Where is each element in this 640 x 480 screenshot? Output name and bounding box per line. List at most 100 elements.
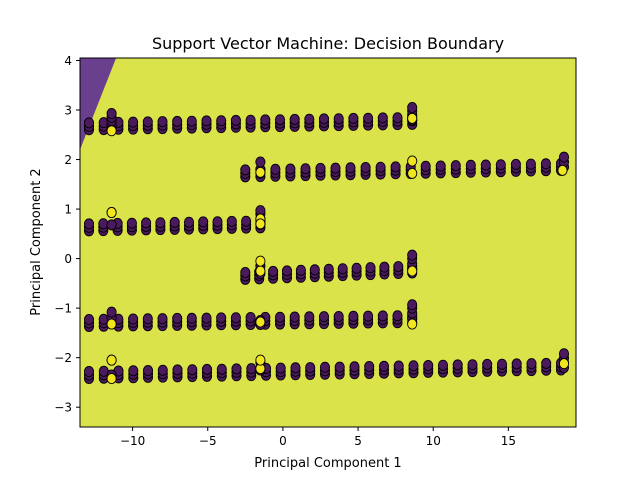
data-point-class-0: [186, 115, 197, 127]
data-point-class-0: [142, 364, 154, 377]
data-point-class-0: [541, 357, 552, 369]
x-tick-label: 10: [426, 434, 441, 448]
chart-title: Support Vector Machine: Decision Boundar…: [152, 34, 504, 53]
data-point-class-0: [216, 363, 227, 375]
data-point-class-0: [245, 114, 256, 126]
data-point-class-1: [255, 255, 266, 267]
data-point-class-0: [128, 116, 139, 128]
data-point-class-0: [377, 112, 388, 124]
data-point-class-0: [525, 158, 536, 170]
data-point-class-0: [230, 114, 241, 126]
data-point-class-0: [465, 159, 476, 171]
data-point-class-0: [315, 162, 326, 174]
y-tick-label: 0: [64, 252, 72, 266]
y-tick-label: −2: [54, 351, 72, 365]
data-point-class-0: [510, 158, 521, 170]
data-point-class-0: [360, 161, 371, 174]
data-point-class-1: [106, 372, 117, 385]
data-point-class-0: [392, 112, 403, 124]
data-point-class-0: [495, 159, 506, 171]
data-point-class-0: [128, 313, 139, 325]
data-point-class-0: [230, 312, 241, 324]
data-point-class-0: [157, 313, 168, 325]
data-point-class-0: [319, 361, 331, 373]
data-point-class-0: [183, 216, 195, 228]
class-1-points: [106, 112, 570, 385]
data-point-class-1: [106, 125, 117, 137]
data-point-class-0: [216, 115, 227, 127]
x-tick-label: −10: [120, 434, 145, 448]
data-point-class-0: [240, 266, 251, 279]
data-point-class-0: [169, 216, 180, 228]
data-point-class-0: [334, 361, 345, 373]
data-point-class-0: [172, 312, 183, 324]
data-point-class-0: [289, 113, 300, 125]
data-point-class-0: [295, 264, 306, 276]
data-point-class-0: [212, 216, 223, 228]
data-point-class-0: [274, 311, 286, 323]
data-point-class-1: [255, 218, 266, 230]
data-point-class-0: [106, 107, 117, 120]
data-point-class-0: [407, 299, 418, 311]
data-point-class-0: [375, 161, 386, 173]
data-point-class-0: [393, 261, 404, 273]
data-point-class-0: [377, 310, 388, 322]
data-point-class-0: [379, 261, 390, 273]
data-point-class-0: [333, 113, 344, 125]
data-point-class-0: [318, 113, 330, 125]
data-point-class-0: [231, 363, 242, 375]
data-point-class-1: [557, 164, 568, 176]
data-point-class-1: [255, 166, 266, 178]
data-point-class-1: [255, 265, 266, 277]
data-point-class-0: [142, 116, 153, 128]
data-point-class-1: [407, 167, 418, 179]
data-point-class-0: [157, 116, 168, 128]
data-point-class-0: [526, 358, 537, 370]
x-axis-ticks: −10 −5 0 5 10 15: [120, 427, 516, 448]
data-point-class-0: [142, 313, 153, 325]
data-point-class-0: [408, 360, 419, 372]
data-point-class-0: [323, 263, 334, 275]
y-tick-label: −1: [54, 302, 72, 316]
data-point-class-0: [83, 218, 95, 230]
data-point-class-0: [83, 313, 95, 326]
data-point-class-0: [452, 359, 463, 371]
data-point-class-0: [437, 359, 449, 371]
data-point-class-0: [240, 164, 251, 176]
data-point-class-0: [349, 361, 360, 373]
data-point-class-0: [172, 364, 183, 376]
x-tick-label: 5: [354, 434, 362, 448]
data-point-class-0: [83, 117, 95, 129]
data-point-class-0: [155, 217, 166, 229]
data-point-class-1: [106, 206, 117, 219]
data-point-class-0: [305, 362, 316, 374]
data-point-class-0: [128, 365, 139, 377]
data-point-class-0: [407, 249, 418, 261]
decision-region-class-0: [80, 58, 117, 150]
y-tick-label: 4: [64, 54, 72, 68]
data-point-class-0: [186, 312, 197, 324]
data-point-class-0: [270, 163, 281, 175]
data-point-class-0: [268, 265, 279, 277]
data-point-class-0: [300, 163, 311, 175]
data-point-class-0: [126, 217, 137, 229]
data-point-class-0: [333, 310, 344, 323]
x-tick-label: 0: [279, 434, 287, 448]
data-point-class-0: [304, 113, 315, 125]
data-point-class-0: [511, 358, 522, 370]
data-point-class-0: [407, 101, 418, 114]
data-point-class-0: [337, 263, 348, 275]
data-point-class-0: [246, 363, 257, 375]
data-point-class-0: [83, 365, 95, 378]
data-point-class-0: [390, 161, 401, 173]
data-point-class-0: [255, 156, 266, 168]
data-point-class-0: [420, 160, 431, 172]
data-point-class-1: [407, 112, 418, 124]
y-tick-label: 3: [64, 104, 72, 118]
data-point-class-1: [255, 316, 266, 328]
data-point-class-0: [201, 363, 213, 375]
data-point-class-0: [141, 217, 152, 229]
data-point-class-0: [330, 162, 341, 174]
data-point-class-0: [285, 163, 296, 175]
data-point-class-1: [255, 354, 266, 366]
